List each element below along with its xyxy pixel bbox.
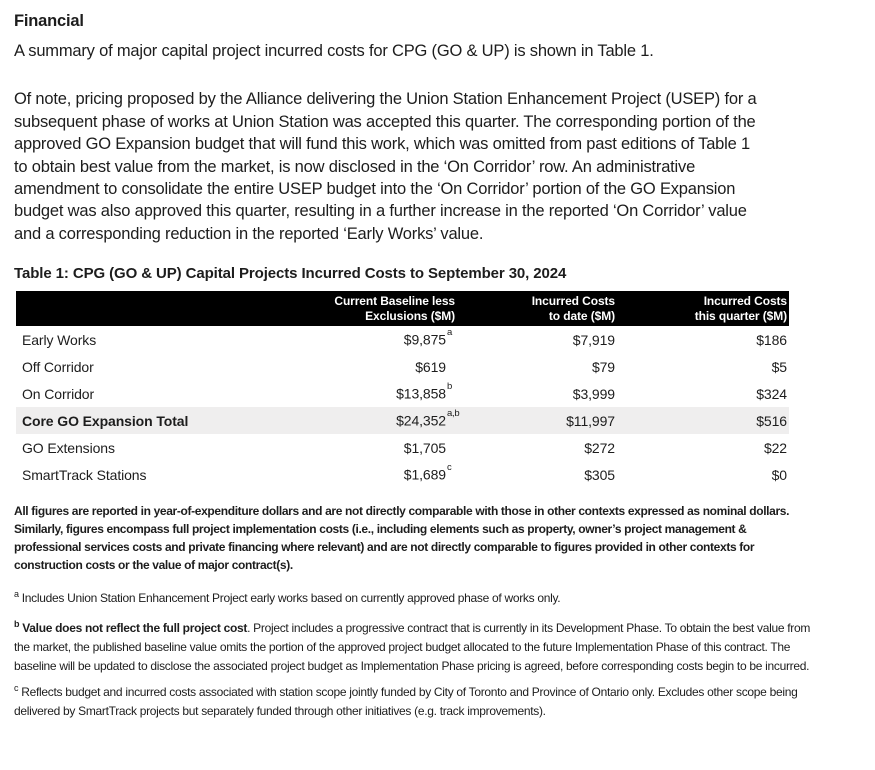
baseline-value: $24,352a,b — [256, 408, 460, 430]
column-header-line: this quarter ($M) — [694, 308, 787, 323]
to-date-value: $3,999 — [572, 385, 615, 402]
row-label: SmartTrack Stations — [22, 466, 147, 483]
table-title: Table 1: CPG (GO & UP) Capital Projects … — [14, 265, 567, 283]
row-label: Core GO Expansion Total — [22, 412, 189, 429]
table-row-off-corridor: Off Corridor $619 $79 $5 — [16, 353, 789, 380]
row-label: On Corridor — [22, 385, 95, 402]
footnote-ref: c — [447, 462, 452, 474]
to-date-value: $79 — [591, 358, 615, 375]
quarter-value: $186 — [756, 331, 787, 348]
amount: $1,689 — [403, 467, 446, 484]
column-header-line: Incurred Costs — [531, 294, 615, 309]
table-row-smarttrack-stations: SmartTrack Stations $1,689c $305 $0 — [16, 461, 789, 488]
footnote-b-bold-text: Value does not reflect the full project … — [22, 621, 248, 636]
usep-note-paragraph: Of note, pricing proposed by the Allianc… — [14, 90, 757, 243]
footnote-ref: a,b — [447, 408, 460, 420]
footnote-c: c Reflects budget and incurred costs ass… — [14, 679, 813, 721]
footnote-a-text: Includes Union Station Enhancement Proje… — [21, 591, 561, 606]
column-header-incurred-this-quarter: Incurred Costs this quarter ($M) — [617, 294, 789, 323]
amount: $9,875 — [403, 332, 446, 349]
footnote-c-marker: c — [14, 683, 19, 694]
footnote-a-marker: a — [14, 589, 19, 600]
column-header-line: Current Baseline less — [334, 294, 455, 309]
page-title: Financial — [14, 12, 84, 30]
document-page: Financial A summary of major capital pro… — [14, 12, 813, 721]
baseline-value: $13,858b — [256, 381, 457, 403]
baseline-value: $1,705 — [256, 440, 457, 456]
baseline-value: $1,689c — [256, 462, 457, 484]
table-header-row: Current Baseline less Exclusions ($M) In… — [16, 291, 789, 327]
quarter-value: $22 — [763, 439, 787, 456]
row-label: GO Extensions — [22, 439, 115, 456]
baseline-value: $619 — [256, 359, 457, 375]
table-row-early-works: Early Works $9,875a $7,919 $186 — [16, 326, 789, 353]
footnote-b-text: . Project includes a progressive contrac… — [14, 621, 811, 674]
footnote-ref: a — [447, 327, 452, 339]
quarter-value: $324 — [756, 385, 787, 402]
quarter-value: $0 — [771, 466, 787, 483]
quarter-value: $516 — [756, 412, 787, 429]
row-label: Off Corridor — [22, 358, 94, 375]
to-date-value: $7,919 — [572, 331, 615, 348]
to-date-value: $11,997 — [566, 412, 615, 429]
footnote-ref: b — [447, 381, 452, 393]
to-date-value: $305 — [584, 466, 615, 483]
column-header-current-baseline: Current Baseline less Exclusions ($M) — [256, 294, 457, 323]
intro-paragraph: A summary of major capital project incur… — [14, 42, 654, 60]
baseline-value: $9,875a — [256, 327, 457, 349]
amount: $1,705 — [403, 439, 446, 456]
amount: $13,858 — [396, 386, 446, 403]
column-header-line: Exclusions ($M) — [365, 308, 455, 323]
table-row-on-corridor: On Corridor $13,858b $3,999 $324 — [16, 380, 789, 407]
footnote-b-marker: b — [14, 619, 20, 630]
row-label: Early Works — [22, 331, 97, 348]
footnote-b: b Value does not reflect the full projec… — [14, 615, 813, 676]
column-header-incurred-to-date: Incurred Costs to date ($M) — [457, 294, 617, 323]
footnote-a: a Includes Union Station Enhancement Pro… — [14, 585, 813, 608]
to-date-value: $272 — [584, 439, 615, 456]
column-header-line: to date ($M) — [548, 308, 615, 323]
amount: $619 — [415, 358, 446, 375]
table-row-go-extensions: GO Extensions $1,705 $272 $22 — [16, 434, 789, 461]
column-header-line: Incurred Costs — [703, 294, 787, 309]
amount: $24,352 — [396, 413, 446, 430]
capital-costs-table: Current Baseline less Exclusions ($M) In… — [16, 291, 789, 488]
table-row-core-go-expansion-total: Core GO Expansion Total $24,352a,b $11,9… — [16, 407, 789, 435]
footnote-c-text: Reflects budget and incurred costs assoc… — [14, 685, 798, 719]
quarter-value: $5 — [771, 358, 787, 375]
figures-disclaimer: All figures are reported in year-of-expe… — [14, 504, 790, 573]
